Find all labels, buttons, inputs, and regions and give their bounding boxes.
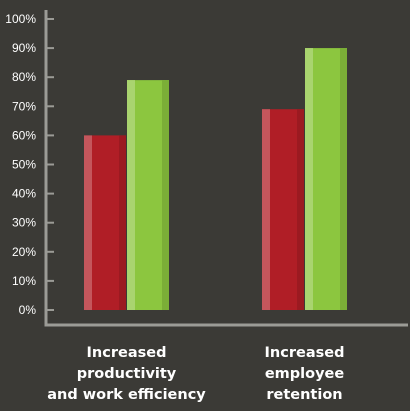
y-tick-label: 10% [12,274,36,288]
bar-shadow [340,48,347,310]
y-tick-label: 90% [12,41,36,55]
category-label: Increased employee retention [265,345,345,403]
bar [84,135,126,310]
y-tick-label: 40% [12,187,36,201]
bar [305,48,347,310]
bars [84,48,347,311]
bar [127,80,169,310]
y-axis: 0% 10% 20% 30% 40% 50% 60% 70% 80% 90% 100% [5,10,54,325]
bar-highlight [305,48,313,310]
category-label: Increased productivity and work efficiency [47,345,206,403]
category-label-line: employee [265,366,345,382]
y-tick-label: 100% [5,12,36,26]
category-labels: Increased productivity and work efficiency… [47,345,344,403]
category-label-line: Increased [265,345,345,361]
bar-shadow [119,135,126,310]
category-label-line: retention [266,387,342,403]
bar-shadow [162,80,169,310]
category-label-line: productivity [77,366,177,382]
bar-highlight [262,109,270,311]
y-tick-label: 20% [12,245,36,259]
y-tick-label: 70% [12,99,36,113]
y-tick-label: 50% [12,158,36,172]
bar [262,109,304,311]
y-tick-label: 80% [12,70,36,84]
category-label-line: Increased [87,345,167,361]
y-tick-label: 0% [19,303,37,317]
y-tick-label: 30% [12,216,36,230]
bar-highlight [127,80,135,310]
bar-shadow [297,109,304,311]
y-tick-label: 60% [12,128,36,142]
bar-highlight [84,135,92,310]
category-label-line: and work efficiency [47,387,206,403]
